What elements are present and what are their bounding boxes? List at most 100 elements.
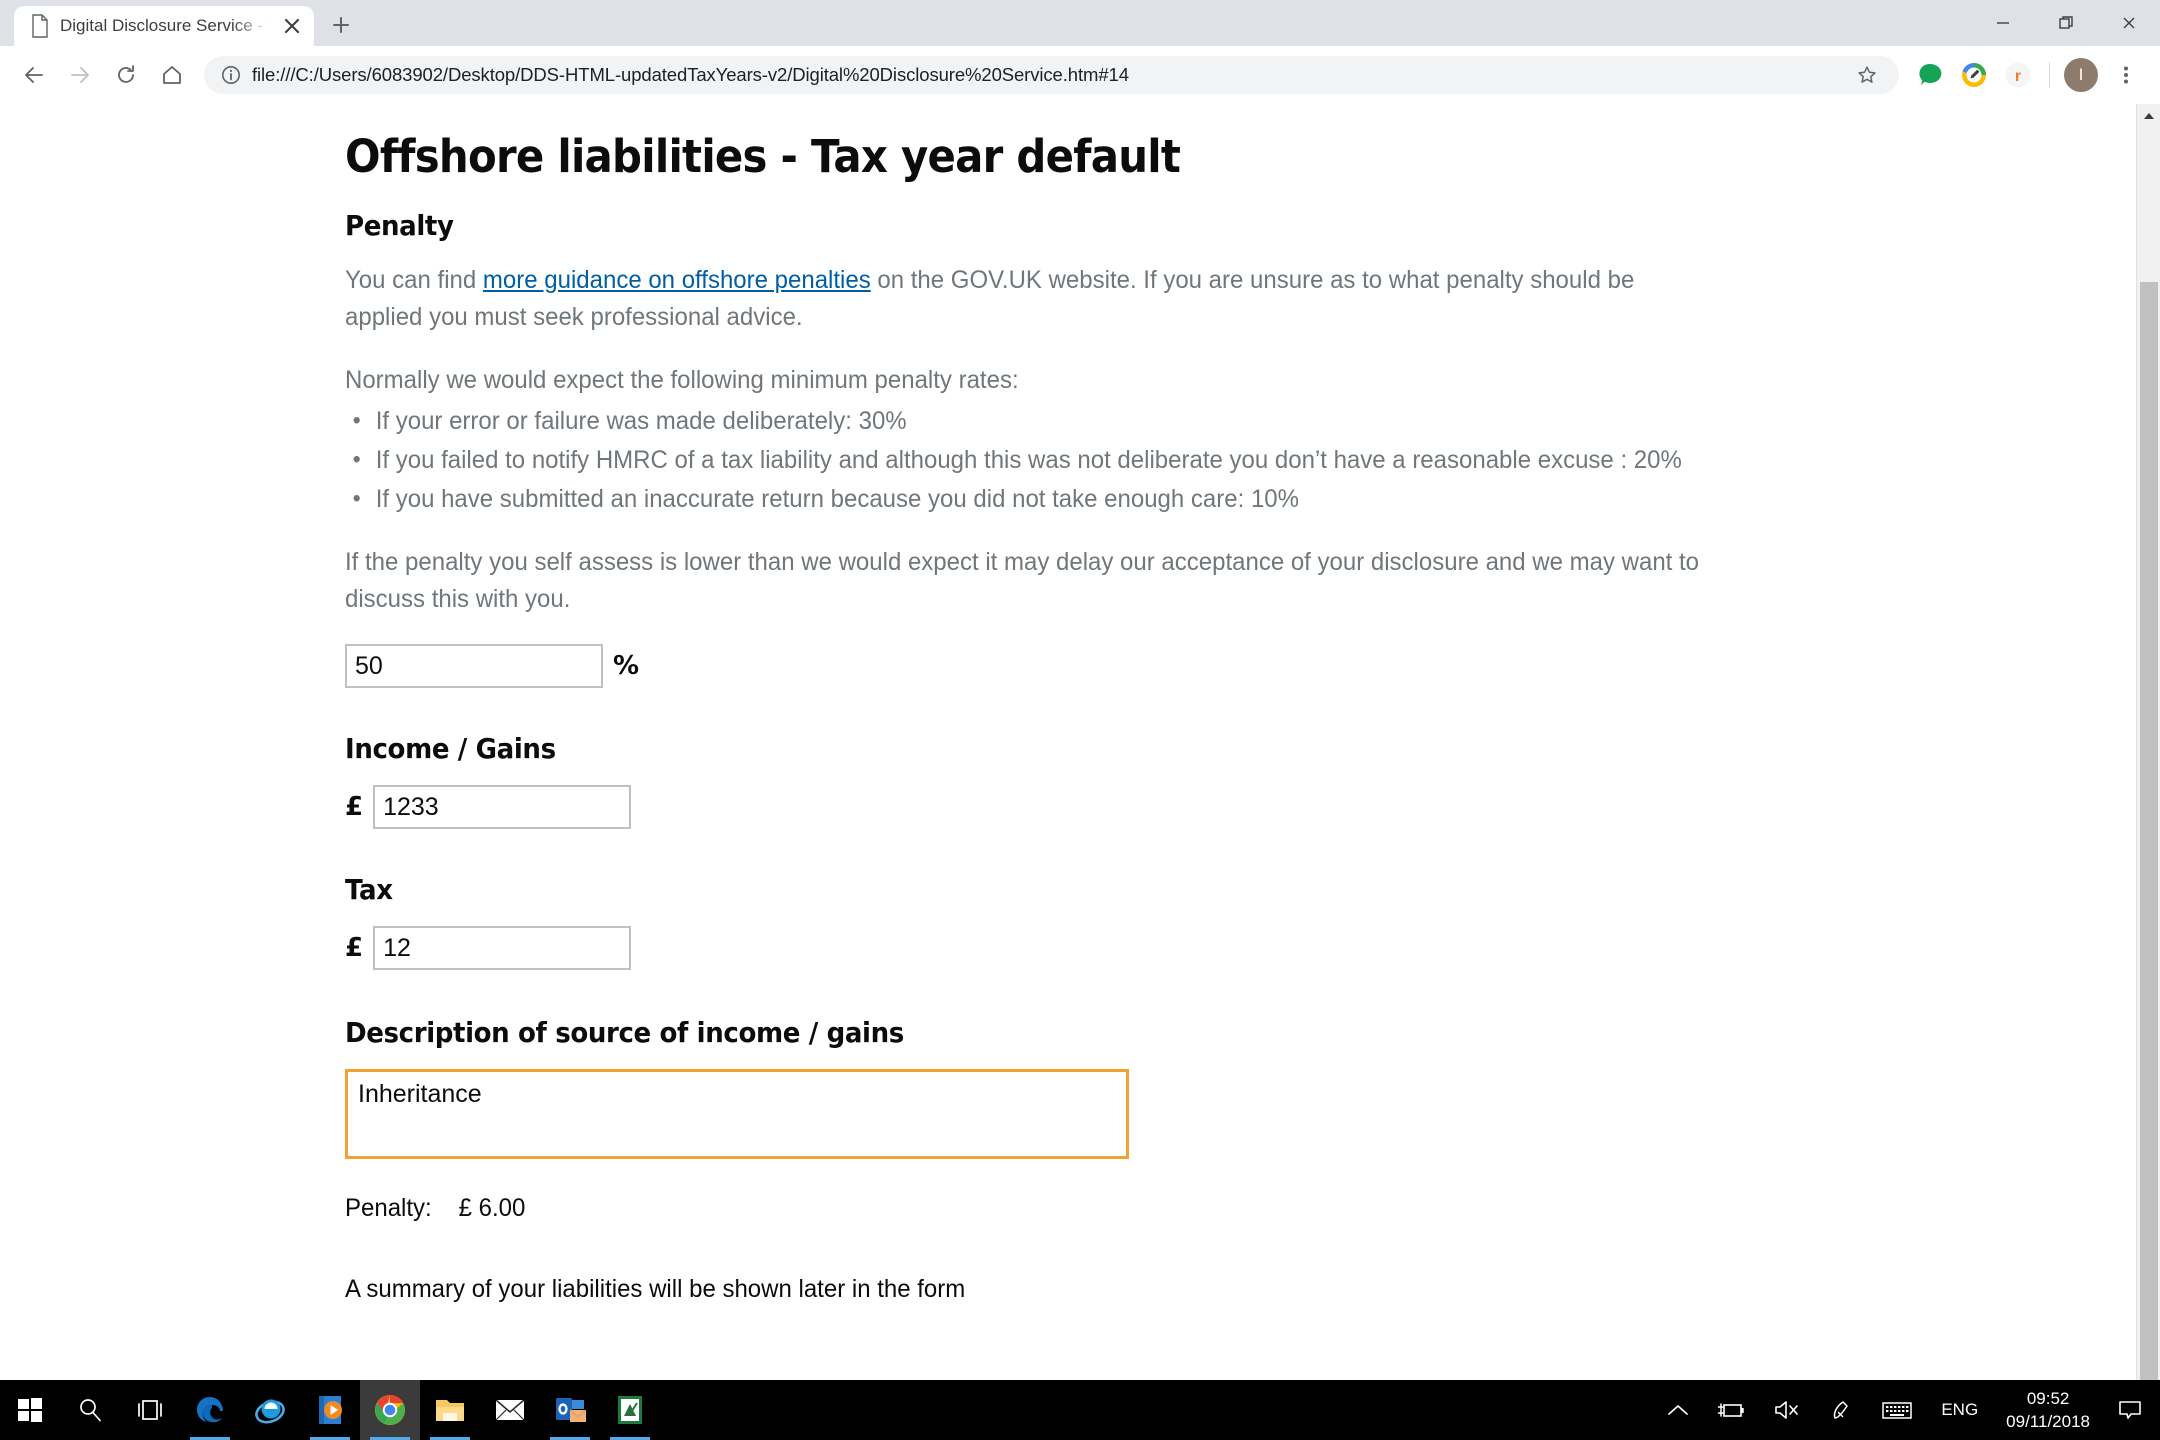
income-gains-heading: Income / Gains xyxy=(345,732,556,765)
penalty-rates-list: If your error or failure was made delibe… xyxy=(345,402,1785,518)
clock[interactable]: 09:52 09/11/2018 xyxy=(1992,1387,2104,1433)
profile-avatar[interactable]: I xyxy=(2060,54,2102,96)
forward-arrow-icon xyxy=(71,66,89,83)
task-view-icon[interactable] xyxy=(120,1380,180,1440)
plus-icon xyxy=(333,17,349,33)
notifications-icon[interactable] xyxy=(2104,1380,2156,1440)
svg-text:r: r xyxy=(2015,68,2021,85)
mail-icon[interactable] xyxy=(480,1380,540,1440)
running-indicator xyxy=(370,1437,410,1440)
guidance-before-link: You can find xyxy=(345,266,483,294)
browser-titlebar: Digital Disclosure Service - Tax ye xyxy=(0,0,2160,46)
pound-sign-label: £ xyxy=(345,792,364,822)
home-button[interactable] xyxy=(150,53,194,97)
volume-muted-icon[interactable] xyxy=(1759,1380,1815,1440)
google-chrome-icon[interactable] xyxy=(360,1380,420,1440)
page-viewport: Offshore liabilities - Tax year default … xyxy=(0,104,2160,1380)
tab-title: Digital Disclosure Service - Tax ye xyxy=(60,16,270,35)
income-gains-field-row: £ xyxy=(345,785,2136,829)
clock-time: 09:52 xyxy=(2026,1389,2070,1408)
minimize-icon xyxy=(1996,22,2009,24)
offshore-penalties-link[interactable]: more guidance on offshore penalties xyxy=(482,266,871,294)
running-indicator xyxy=(430,1437,470,1440)
address-bar[interactable]: file:///C:/Users/6083902/Desktop/DDS-HTM… xyxy=(204,55,1899,94)
income-gains-input[interactable] xyxy=(373,785,632,829)
penalty-total-amount: £ 6.00 xyxy=(458,1194,526,1222)
colorful-pencil-extension-icon[interactable] xyxy=(1953,54,1995,96)
page-title: Offshore liabilities - Tax year default xyxy=(345,130,1181,183)
pound-sign-label: £ xyxy=(345,933,364,963)
guidance-after-link: on the GOV.UK website. If you are unsure… xyxy=(345,266,1635,331)
list-item: If your error or failure was made delibe… xyxy=(345,402,1727,440)
browser-tab[interactable]: Digital Disclosure Service - Tax ye xyxy=(14,6,314,46)
excel-green-app-icon[interactable] xyxy=(600,1380,660,1440)
back-button[interactable] xyxy=(12,53,56,97)
back-arrow-icon xyxy=(25,66,43,83)
battery-charging-icon[interactable] xyxy=(1703,1380,1759,1440)
bookmark-star-icon[interactable] xyxy=(1847,57,1887,92)
reload-icon xyxy=(118,64,134,83)
toolbar-divider xyxy=(2049,61,2050,88)
description-heading: Description of source of income / gains xyxy=(345,1016,904,1049)
tax-field-row: £ xyxy=(345,926,2136,970)
touch-keyboard-icon[interactable] xyxy=(1867,1380,1927,1440)
pen-workspace-icon[interactable] xyxy=(1815,1380,1867,1440)
list-item: If you failed to notify HMRC of a tax li… xyxy=(345,441,1727,479)
avatar-initial: I xyxy=(2064,57,2098,92)
chrome-menu-button[interactable] xyxy=(2104,53,2148,97)
percent-sign-label: % xyxy=(613,651,640,681)
windows-taskbar: ENG 09:52 09/11/2018 xyxy=(0,1380,2160,1440)
taskbar-items xyxy=(0,1380,660,1440)
penalty-rate-input[interactable] xyxy=(345,644,603,688)
running-indicator xyxy=(310,1437,350,1440)
language-indicator[interactable]: ENG xyxy=(1941,1400,1979,1419)
three-dot-menu-icon xyxy=(2124,66,2128,83)
home-icon xyxy=(163,65,181,84)
penalty-total-row: Penalty: £ 6.00 xyxy=(345,1194,2064,1223)
search-icon[interactable] xyxy=(60,1380,120,1440)
running-indicator xyxy=(190,1437,230,1440)
show-hidden-icons-chevron-icon[interactable] xyxy=(1653,1380,1703,1440)
scrollbar-thumb[interactable] xyxy=(2140,282,2158,1380)
outlook-icon[interactable] xyxy=(540,1380,600,1440)
system-tray: ENG 09:52 09/11/2018 xyxy=(1653,1380,2160,1440)
page-info-icon[interactable] xyxy=(220,64,242,86)
description-textarea[interactable] xyxy=(345,1069,1129,1159)
forward-button[interactable] xyxy=(58,53,102,97)
maximize-icon xyxy=(2058,16,2073,29)
running-indicator xyxy=(550,1437,590,1440)
clock-date: 09/11/2018 xyxy=(2006,1412,2090,1431)
self-assess-note: If the penalty you self assess is lower … xyxy=(345,548,1700,613)
reload-button[interactable] xyxy=(104,53,148,97)
close-window-button[interactable] xyxy=(2097,0,2160,46)
address-bar-url: file:///C:/Users/6083902/Desktop/DDS-HTM… xyxy=(252,63,1129,85)
document-icon xyxy=(30,14,50,38)
penalty-total-label: Penalty: xyxy=(345,1194,432,1222)
internet-explorer-icon[interactable] xyxy=(240,1380,300,1440)
start-button-icon[interactable] xyxy=(0,1380,60,1440)
minimize-button[interactable] xyxy=(1971,0,2034,46)
tax-heading: Tax xyxy=(345,873,393,906)
running-indicator xyxy=(610,1437,650,1440)
list-item: If you have submitted an inaccurate retu… xyxy=(345,480,1727,518)
media-player-icon[interactable] xyxy=(300,1380,360,1440)
penalty-heading: Penalty xyxy=(345,209,454,242)
rates-intro: Normally we would expect the following m… xyxy=(345,366,1019,394)
browser-toolbar: file:///C:/Users/6083902/Desktop/DDS-HTM… xyxy=(0,46,2160,104)
page-scrollbar[interactable] xyxy=(2136,104,2160,1380)
green-bubble-extension-icon[interactable] xyxy=(1909,54,1951,96)
close-icon xyxy=(2123,17,2134,29)
penalty-rate-field-row: % xyxy=(345,644,2136,688)
page-content: Offshore liabilities - Tax year default … xyxy=(0,104,2136,1380)
scroll-up-arrow-icon[interactable] xyxy=(2137,104,2160,128)
tax-input[interactable] xyxy=(373,926,632,970)
letter-r-extension-icon[interactable]: r xyxy=(1997,54,2039,96)
file-explorer-icon[interactable] xyxy=(420,1380,480,1440)
window-controls xyxy=(1971,0,2160,46)
maximize-button[interactable] xyxy=(2034,0,2097,46)
microsoft-edge-icon[interactable] xyxy=(180,1380,240,1440)
new-tab-button[interactable] xyxy=(322,6,360,44)
close-icon[interactable] xyxy=(280,14,304,38)
guidance-paragraph: You can find more guidance on offshore p… xyxy=(345,262,1718,336)
